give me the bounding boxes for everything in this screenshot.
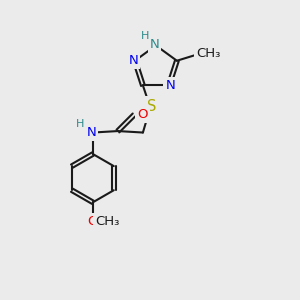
Text: N: N xyxy=(166,79,175,92)
Text: O: O xyxy=(88,215,98,228)
Text: O: O xyxy=(137,108,148,121)
Text: CH₃: CH₃ xyxy=(196,47,220,60)
Text: CH₃: CH₃ xyxy=(95,215,119,228)
Text: N: N xyxy=(128,54,138,67)
Text: H: H xyxy=(140,31,149,41)
Text: N: N xyxy=(149,38,159,51)
Text: S: S xyxy=(147,98,156,113)
Text: N: N xyxy=(86,126,96,139)
Text: H: H xyxy=(76,119,85,129)
